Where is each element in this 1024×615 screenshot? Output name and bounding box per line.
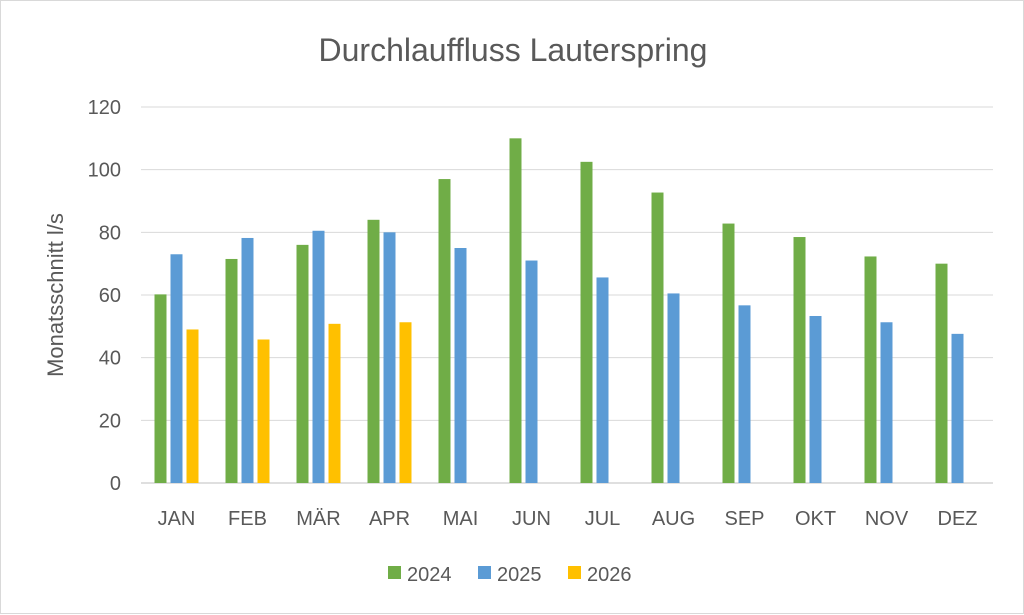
- bar-2025-FEB: [241, 237, 254, 483]
- gridlines: [141, 106, 993, 484]
- x-tick-label: NOV: [865, 508, 909, 530]
- x-tick-label: JUN: [512, 508, 551, 530]
- y-axis-label: Monatsschnitt l/s: [43, 213, 68, 377]
- legend-label: 2024: [407, 564, 452, 586]
- y-tick-labels: 0 20 40 60 80 100 120: [88, 97, 121, 495]
- bar-2024-JUL: [580, 161, 593, 484]
- bar-2025-SEP: [738, 305, 751, 483]
- x-tick-label: MAI: [443, 508, 479, 530]
- y-tick-label: 20: [99, 410, 121, 432]
- bar-2025-NOV: [880, 322, 893, 483]
- bar-2025-MAI: [454, 248, 467, 483]
- bar-2024-JUN: [509, 138, 522, 484]
- bar-2024-MAI: [438, 179, 451, 484]
- bar-2025-JUL: [596, 277, 609, 483]
- bar-2025-AUG: [667, 293, 680, 483]
- bar-2026-APR: [399, 322, 412, 483]
- bar-2025-OKT: [809, 315, 822, 483]
- legend-swatch-2025: [478, 566, 491, 579]
- bar-2024-APR: [367, 219, 380, 484]
- bar-2024-NOV: [864, 256, 877, 483]
- y-tick-label: 120: [88, 97, 121, 119]
- bar-2025-JAN: [170, 254, 183, 483]
- bar-2025-JUN: [525, 260, 538, 483]
- bar-2025-DEZ: [951, 333, 964, 483]
- bar-2026-MÄR: [328, 323, 341, 483]
- y-tick-label: 60: [99, 285, 121, 307]
- x-tick-label: SEP: [724, 508, 764, 530]
- bar-2025-MÄR: [312, 230, 325, 483]
- x-tick-label: MÄR: [296, 508, 340, 530]
- x-tick-label: FEB: [228, 508, 267, 530]
- legend: 2024 2025 2026: [388, 564, 632, 586]
- bar-2026-JAN: [186, 329, 199, 483]
- x-tick-label: AUG: [652, 508, 695, 530]
- bar-2024-FEB: [225, 258, 238, 483]
- legend-swatch-2026: [568, 566, 581, 579]
- y-tick-label: 100: [88, 160, 121, 182]
- bars: [154, 138, 964, 484]
- legend-label: 2025: [497, 564, 542, 586]
- bar-2025-APR: [383, 232, 396, 483]
- bar-2024-JAN: [154, 294, 167, 483]
- x-tick-labels: JAN FEB MÄR APR MAI JUN JUL AUG SEP OKT NOV DEZ: [158, 508, 978, 530]
- x-tick-label: JAN: [158, 508, 196, 530]
- x-tick-label: DEZ: [938, 508, 978, 530]
- bar-2024-DEZ: [935, 263, 948, 483]
- chart-title: Durchlauffluss Lauterspring: [319, 32, 708, 68]
- bar-2024-SEP: [722, 223, 735, 483]
- x-tick-label: APR: [369, 508, 410, 530]
- x-tick-label: OKT: [795, 508, 836, 530]
- y-tick-label: 80: [99, 222, 121, 244]
- x-tick-label: JUL: [585, 508, 621, 530]
- bar-2024-OKT: [793, 237, 806, 483]
- bar-2024-AUG: [651, 192, 664, 484]
- y-tick-label: 0: [110, 473, 121, 495]
- bar-2026-FEB: [257, 339, 270, 483]
- legend-swatch-2024: [388, 566, 401, 579]
- legend-label: 2026: [587, 564, 632, 586]
- bar-2024-MÄR: [296, 244, 309, 483]
- y-tick-label: 40: [99, 348, 121, 370]
